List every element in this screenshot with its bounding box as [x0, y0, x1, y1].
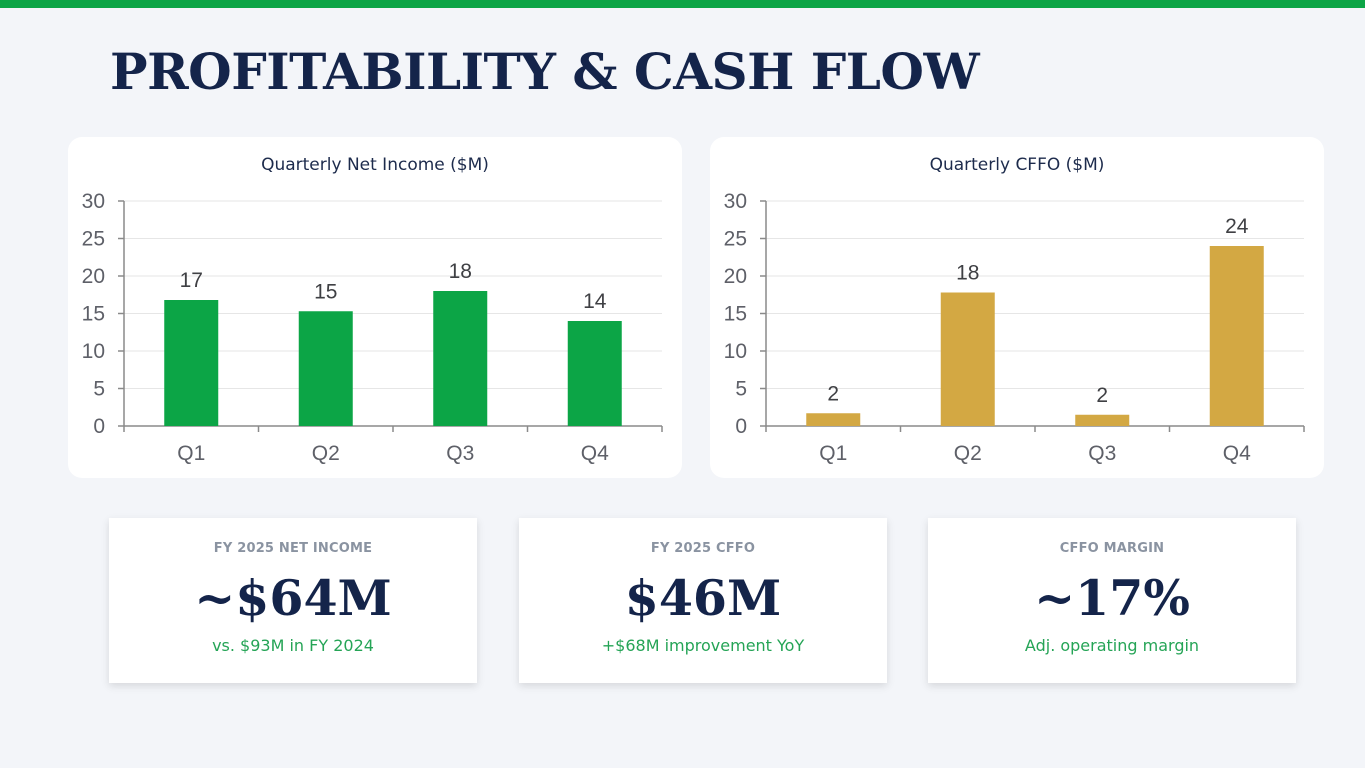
y-tick-label: 10 — [82, 340, 105, 363]
kpi-label: CFFO MARGIN — [1059, 541, 1165, 556]
y-tick-label: 5 — [735, 378, 747, 401]
y-tick-label: 30 — [724, 190, 747, 213]
x-tick-label: Q1 — [819, 442, 847, 465]
x-tick-label: Q2 — [312, 442, 340, 465]
kpi-net-income: FY 2025 NET INCOME ~$64M vs. $93M in FY … — [109, 518, 477, 683]
cffo-chart: Quarterly CFFO ($M) 0 5 10 15 20 25 30 2 Q1 18 Q2 2… — [724, 155, 1305, 465]
kpi-subtext: vs. $93M in FY 2024 — [212, 636, 374, 655]
y-tick-label: 20 — [724, 265, 747, 288]
y-tick-label: 15 — [724, 303, 747, 326]
data-label: 17 — [180, 269, 203, 292]
bar-q2 — [940, 292, 995, 426]
y-tick-label: 30 — [82, 190, 105, 213]
data-label: 2 — [827, 382, 839, 405]
net-income-chart-card: Quarterly Net Income ($M) 0 5 10 15 20 25 30 17… — [68, 137, 682, 478]
x-tick-label: Q3 — [446, 442, 474, 465]
bar-q1 — [806, 413, 861, 426]
data-label: 18 — [449, 260, 472, 283]
data-label: 24 — [1225, 215, 1249, 238]
top-accent-bar — [0, 0, 1365, 8]
kpi-cffo: FY 2025 CFFO $46M +$68M improvement YoY — [519, 518, 887, 683]
y-tick-label: 15 — [82, 303, 105, 326]
data-label: 14 — [583, 290, 607, 313]
x-tick-label: Q3 — [1088, 442, 1116, 465]
y-tick-label: 5 — [93, 378, 105, 401]
x-tick-label: Q1 — [177, 442, 205, 465]
kpi-subtext: +$68M improvement YoY — [601, 636, 805, 655]
x-tick-label: Q4 — [581, 442, 609, 465]
chart-title: Quarterly Net Income ($M) — [261, 155, 489, 175]
bar-q4 — [567, 321, 622, 426]
cffo-chart-card: Quarterly CFFO ($M) 0 5 10 15 20 25 30 2 Q1 18 Q2 2… — [710, 137, 1324, 478]
data-label: 2 — [1096, 384, 1108, 407]
y-tick-label: 10 — [724, 340, 747, 363]
bar-q3 — [1075, 414, 1130, 426]
x-tick-label: Q2 — [954, 442, 982, 465]
kpi-value: ~17% — [1034, 569, 1190, 627]
page-title: PROFITABILITY & CASH FLOW — [110, 42, 980, 101]
data-label: 18 — [956, 262, 979, 285]
bar-q4 — [1209, 246, 1264, 426]
net-income-chart: Quarterly Net Income ($M) 0 5 10 15 20 25 30 17… — [82, 155, 663, 465]
y-tick-label: 25 — [82, 228, 105, 251]
kpi-label: FY 2025 CFFO — [650, 541, 756, 556]
kpi-value: ~$64M — [194, 569, 392, 627]
y-tick-label: 0 — [93, 415, 105, 438]
kpi-cffo-margin: CFFO MARGIN ~17% Adj. operating margin — [928, 518, 1296, 683]
data-label: 15 — [314, 280, 337, 303]
kpi-label: FY 2025 NET INCOME — [213, 541, 373, 556]
y-tick-label: 0 — [735, 415, 747, 438]
chart-title: Quarterly CFFO ($M) — [930, 155, 1105, 175]
bar-q3 — [433, 291, 488, 426]
y-tick-label: 20 — [82, 265, 105, 288]
kpi-subtext: Adj. operating margin — [1024, 636, 1200, 655]
bar-q2 — [298, 311, 353, 426]
bar-q1 — [164, 300, 219, 426]
kpi-value: $46M — [624, 569, 782, 627]
y-tick-label: 25 — [724, 228, 747, 251]
x-tick-label: Q4 — [1223, 442, 1251, 465]
